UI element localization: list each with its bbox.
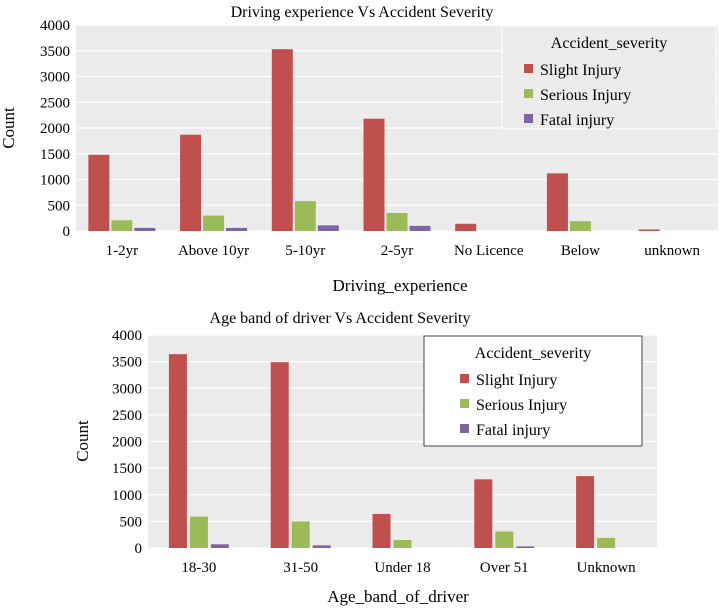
y-tick-label: 500 bbox=[120, 514, 143, 530]
x-tick-label: unknown bbox=[644, 243, 700, 259]
chart-title: Driving experience Vs Accident Severity bbox=[231, 4, 494, 21]
x-tick-label: 2-5yr bbox=[381, 243, 414, 259]
legend-swatch bbox=[524, 89, 533, 98]
x-tick-label: 1-2yr bbox=[106, 243, 139, 259]
x-tick-label: Under 18 bbox=[374, 560, 430, 576]
bar-fatal-injury bbox=[516, 546, 535, 548]
y-tick-label: 3000 bbox=[40, 70, 70, 86]
x-tick-label: No Licence bbox=[454, 243, 524, 259]
bar-serious-injury bbox=[495, 531, 514, 548]
x-tick-label: 31-50 bbox=[283, 560, 318, 576]
y-tick-label: 2500 bbox=[112, 408, 142, 424]
y-tick-label: 4000 bbox=[112, 328, 142, 344]
y-tick-label: 500 bbox=[48, 198, 71, 214]
legend-title: Accident_severity bbox=[551, 35, 667, 52]
x-tick-label: 5-10yr bbox=[285, 243, 325, 259]
bar-slight-injury bbox=[271, 49, 293, 231]
legend-swatch bbox=[460, 399, 469, 408]
y-tick-label: 1500 bbox=[40, 147, 70, 163]
bar-slight-injury bbox=[546, 173, 568, 231]
legend-swatch bbox=[524, 64, 533, 73]
bar-serious-injury bbox=[393, 540, 412, 548]
bar-slight-injury bbox=[270, 362, 289, 548]
legend-box bbox=[501, 25, 717, 130]
legend-entry: Fatal injury bbox=[476, 422, 550, 439]
bar-fatal-injury bbox=[226, 227, 248, 231]
bar-slight-injury bbox=[638, 229, 660, 231]
y-axis-label: Count bbox=[0, 107, 18, 149]
bar-serious-injury bbox=[386, 212, 408, 231]
bar-serious-injury bbox=[111, 220, 133, 231]
bar-slight-injury bbox=[455, 223, 477, 231]
y-tick-label: 4000 bbox=[40, 18, 70, 34]
bar-fatal-injury bbox=[210, 544, 229, 548]
bar-slight-injury bbox=[180, 134, 202, 231]
y-tick-label: 1000 bbox=[40, 173, 70, 189]
bar-slight-injury bbox=[576, 476, 595, 548]
y-tick-label: 2500 bbox=[40, 95, 70, 111]
bar-fatal-injury bbox=[312, 545, 331, 548]
y-tick-label: 0 bbox=[135, 541, 143, 557]
legend-entry: Serious Injury bbox=[476, 397, 567, 414]
y-tick-label: 2000 bbox=[112, 435, 142, 451]
bar-fatal-injury bbox=[317, 225, 339, 231]
x-tick-label: Unknown bbox=[577, 560, 637, 576]
bar-serious-injury bbox=[597, 537, 616, 548]
bar-serious-injury bbox=[291, 521, 310, 548]
legend-entry: Slight Injury bbox=[476, 372, 557, 389]
driving-experience-chart: 0 500 1000 1500 2000 2500 3000 3500 4000 1-2yr Abo… bbox=[0, 4, 718, 295]
legend-swatch bbox=[524, 114, 533, 123]
bar-serious-injury bbox=[569, 221, 591, 231]
x-axis-label: Age_band_of_driver bbox=[327, 587, 469, 606]
bar-serious-injury bbox=[294, 201, 316, 231]
y-tick-label: 2000 bbox=[40, 121, 70, 137]
legend-entry: Serious Injury bbox=[540, 87, 631, 104]
y-tick-label: 3000 bbox=[112, 381, 142, 397]
x-tick-label: Above 10yr bbox=[178, 243, 249, 259]
y-tick-label: 3500 bbox=[40, 44, 70, 60]
y-tick-label: 1500 bbox=[112, 461, 142, 477]
x-tick-label: Over 51 bbox=[480, 560, 529, 576]
x-tick-label: Below bbox=[561, 243, 600, 259]
bar-slight-injury bbox=[168, 354, 187, 548]
bar-slight-injury bbox=[88, 154, 110, 231]
bar-serious-injury bbox=[189, 516, 208, 548]
bar-fatal-injury bbox=[409, 225, 431, 231]
bar-slight-injury bbox=[474, 479, 493, 548]
bar-serious-injury bbox=[203, 215, 225, 231]
legend-entry: Fatal injury bbox=[540, 112, 614, 129]
legend-entry: Slight Injury bbox=[540, 62, 621, 79]
bar-fatal-injury bbox=[134, 227, 156, 231]
bar-slight-injury bbox=[372, 513, 391, 548]
x-tick-label: 18-30 bbox=[181, 560, 216, 576]
y-tick-label: 0 bbox=[63, 224, 71, 240]
y-tick-label: 1000 bbox=[112, 488, 142, 504]
age-band-chart: 0 500 1000 1500 2000 2500 3000 3500 4000 18-30 31-… bbox=[73, 310, 657, 606]
legend-swatch bbox=[460, 374, 469, 383]
chart-title: Age band of driver Vs Accident Severity bbox=[210, 310, 471, 327]
y-tick-label: 3500 bbox=[112, 355, 142, 371]
y-axis-label: Count bbox=[73, 420, 92, 462]
x-axis-label: Driving_experience bbox=[333, 276, 468, 295]
legend-swatch bbox=[460, 424, 469, 433]
legend-title: Accident_severity bbox=[475, 345, 591, 362]
bar-slight-injury bbox=[363, 118, 385, 231]
